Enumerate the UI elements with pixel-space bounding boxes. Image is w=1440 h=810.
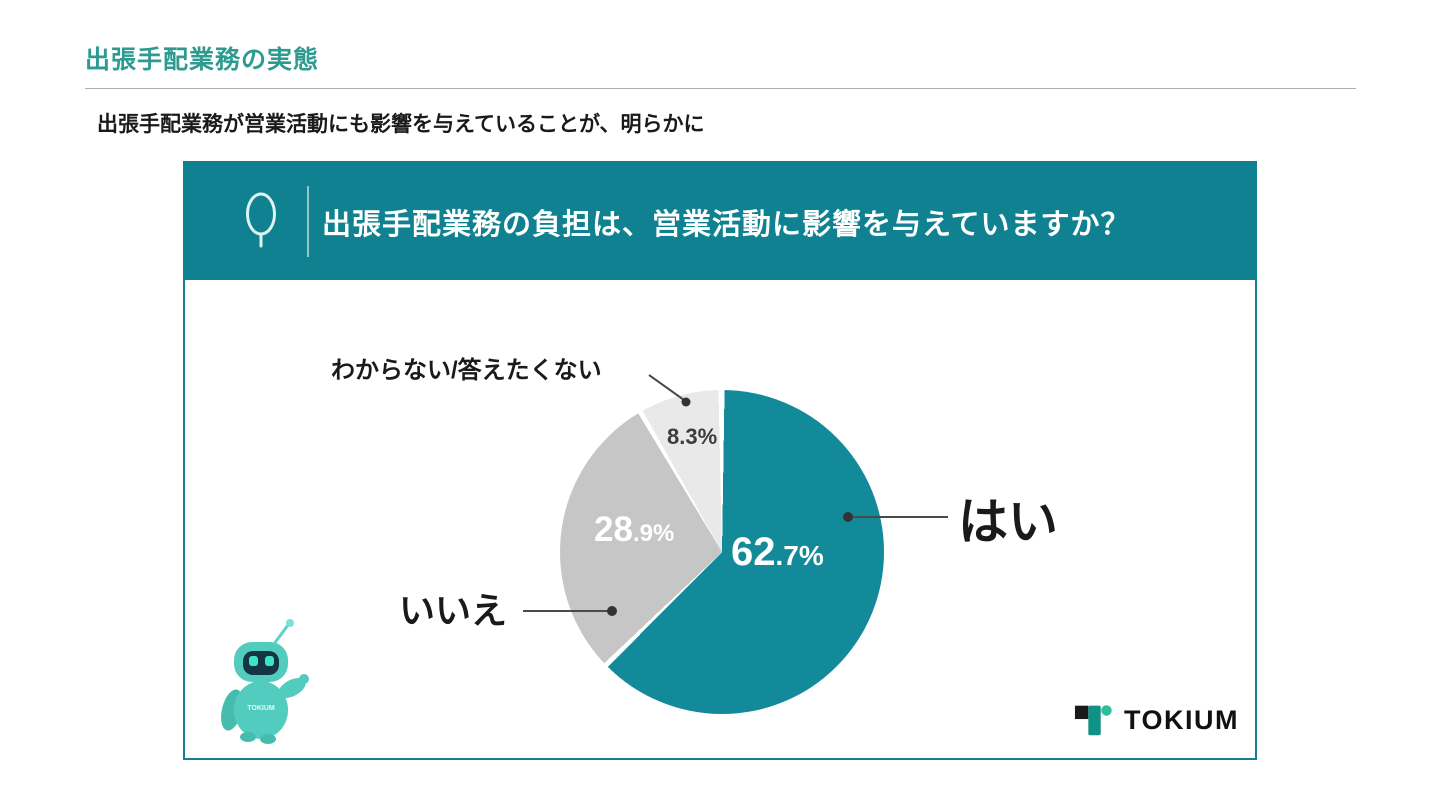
- pie-label-yes: はい: [958, 494, 1058, 550]
- survey-question-title: 出張手配業務の負担は、営業活動に影響を与えていますか？: [322, 208, 1131, 241]
- question-balloon-icon: [246, 192, 276, 248]
- pie-chart: [560, 390, 884, 714]
- card-header: 出張手配業務の負担は、営業活動に影響を与えていますか？: [185, 163, 1255, 280]
- tokium-logo-icon: [1074, 705, 1112, 736]
- tokium-logo: TOKIUM: [1074, 699, 1239, 741]
- pie-label-unknown: わからない/答えたくない: [331, 357, 602, 384]
- pie-value-yes: 62.7%: [731, 530, 824, 575]
- page-heading: 出張手配業務の実態: [85, 46, 320, 74]
- pie-value-yes-int: 62: [731, 530, 776, 574]
- pie-value-yes-dec: .7%: [775, 540, 824, 571]
- survey-card: 出張手配業務の負担は、営業活動に影響を与えていますか？ わからない/答えたくない…: [183, 161, 1257, 760]
- pie-value-no-int: 28: [594, 510, 633, 549]
- pie-label-no: いいえ: [399, 590, 508, 631]
- card-body: わからない/答えたくない 8.3% 28.9% 62.7% はい いいえ: [185, 280, 1255, 758]
- mascot-chest-text: TOKIUM: [247, 705, 275, 712]
- heading-divider: [85, 88, 1356, 89]
- tokium-mascot-robot-icon: TOKIUM: [221, 619, 309, 744]
- tokium-logo-text: TOKIUM: [1124, 704, 1239, 735]
- header-divider: [307, 186, 309, 257]
- pie-value-unknown: 8.3%: [667, 424, 718, 449]
- page-subtitle: 出張手配業務が営業活動にも影響を与えていることが、明らかに: [97, 113, 705, 136]
- pie-value-no: 28.9%: [594, 510, 674, 550]
- pie-value-no-dec: .9%: [632, 520, 675, 547]
